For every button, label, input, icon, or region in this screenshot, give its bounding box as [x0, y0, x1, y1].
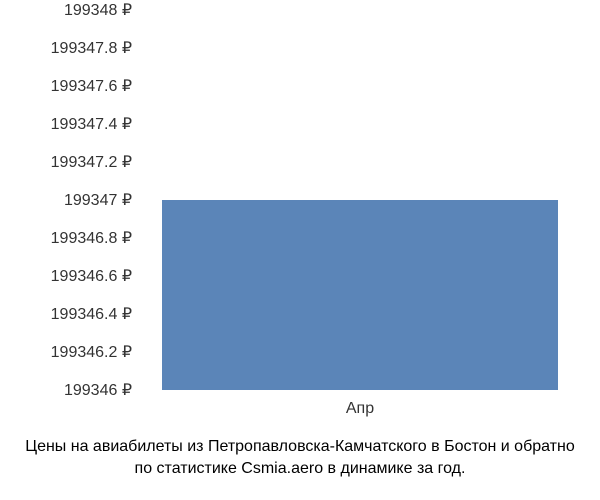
y-tick-label: 199347.8 ₽: [51, 38, 132, 58]
caption-line2: по статистике Csmia.aero в динамике за г…: [0, 458, 600, 480]
y-tick-label: 199347.2 ₽: [51, 152, 132, 172]
price-chart: 199348 ₽199347.8 ₽199347.6 ₽199347.4 ₽19…: [0, 10, 600, 410]
y-tick-label: 199347 ₽: [64, 190, 132, 210]
plot-area: Апр: [140, 10, 580, 390]
caption-line1: Цены на авиабилеты из Петропавловска-Кам…: [0, 436, 600, 458]
y-tick-label: 199346.4 ₽: [51, 304, 132, 324]
y-tick-label: 199346.2 ₽: [51, 342, 132, 362]
y-tick-label: 199346.6 ₽: [51, 266, 132, 286]
y-tick-label: 199346.8 ₽: [51, 228, 132, 248]
x-tick-label: Апр: [346, 400, 374, 418]
y-axis: 199348 ₽199347.8 ₽199347.6 ₽199347.4 ₽19…: [0, 10, 140, 410]
y-tick-label: 199348 ₽: [64, 0, 132, 20]
y-tick-label: 199347.4 ₽: [51, 114, 132, 134]
bar: [162, 200, 558, 390]
y-tick-label: 199346 ₽: [64, 380, 132, 400]
y-tick-label: 199347.6 ₽: [51, 76, 132, 96]
